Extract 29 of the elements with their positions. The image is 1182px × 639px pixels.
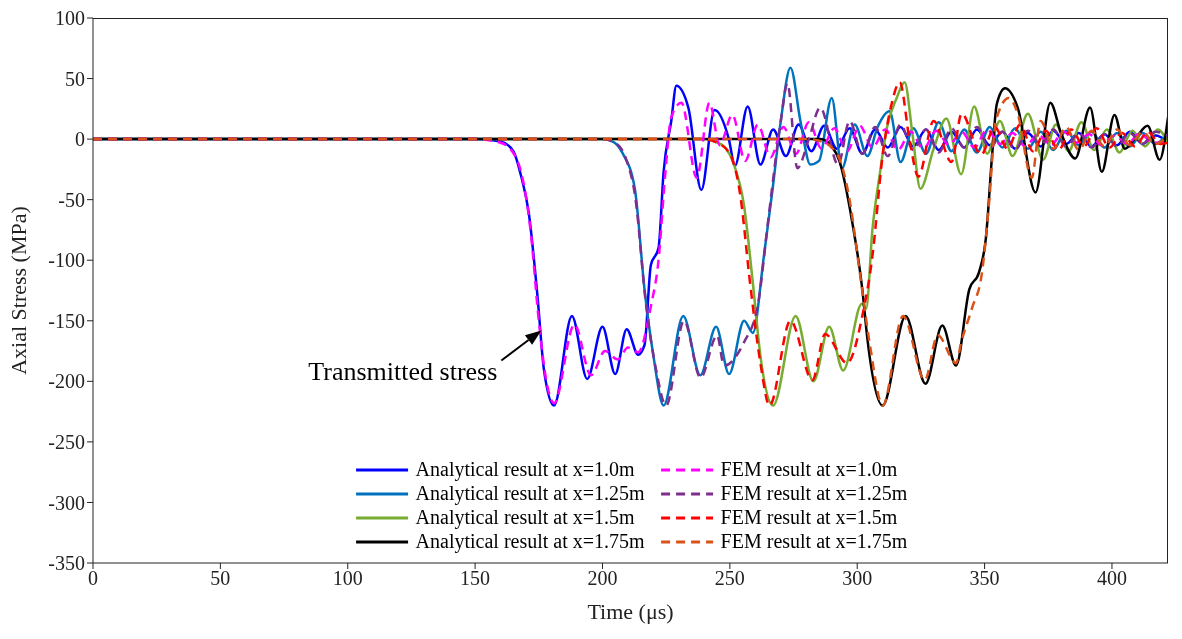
x-tick-label: 200	[587, 567, 618, 590]
y-tick-label: -100	[48, 249, 85, 272]
x-tick-label: 100	[332, 567, 363, 590]
x-tick-label: 400	[1096, 567, 1127, 590]
x-axis-title: Time (μs)	[587, 599, 674, 624]
y-tick-label: -250	[48, 430, 85, 453]
legend-label: Analytical result at x=1.0m	[415, 458, 635, 481]
annotation: Transmitted stress	[308, 357, 498, 388]
y-tick-label: -350	[48, 552, 85, 575]
x-tick-label: 50	[210, 567, 231, 590]
y-tick-label: 100	[55, 7, 85, 30]
legend-label: FEM result at x=1.25m	[720, 482, 908, 505]
x-tick-label: 350	[969, 567, 1000, 590]
y-tick-label: 0	[75, 128, 85, 151]
legend-label: FEM result at x=1.75m	[720, 530, 908, 553]
legend-label: FEM result at x=1.0m	[720, 458, 898, 481]
x-tick-label: 150	[460, 567, 491, 590]
y-tick-label: 50	[65, 67, 85, 90]
legend-label: Analytical result at x=1.25m	[415, 482, 645, 505]
legend-label: Analytical result at x=1.75m	[415, 530, 645, 553]
x-tick-label: 300	[842, 567, 873, 590]
legend-label: Analytical result at x=1.5m	[415, 506, 635, 529]
y-axis-title: Axial Stress (MPa)	[5, 206, 31, 375]
y-tick-label: -150	[48, 309, 85, 332]
x-tick-label: 250	[714, 567, 745, 590]
legend-label: FEM result at x=1.5m	[720, 506, 898, 529]
y-tick-label: -300	[48, 491, 85, 514]
y-tick-label: -50	[58, 188, 85, 211]
y-tick-label: -200	[48, 370, 85, 393]
